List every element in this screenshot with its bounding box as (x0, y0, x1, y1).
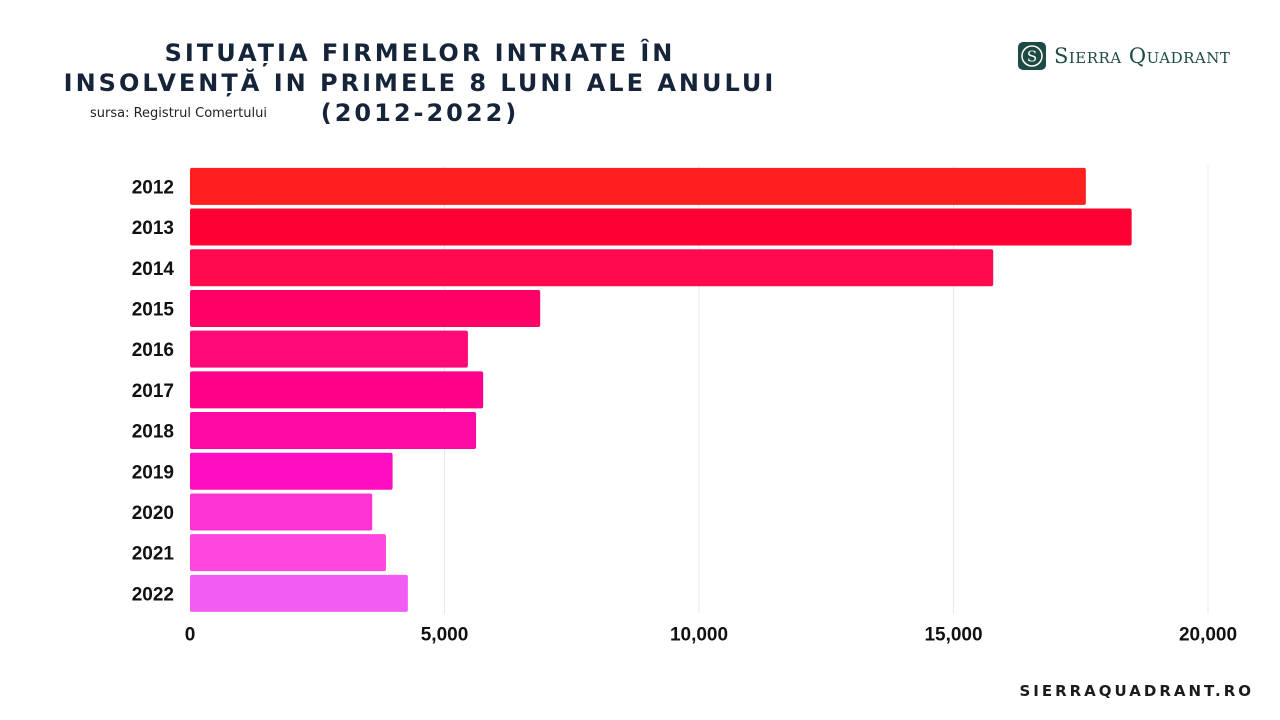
bar-2018 (190, 412, 477, 450)
x-tick-label: 15,000 (924, 625, 982, 646)
category-label: 2016 (132, 340, 174, 361)
x-tick-label: 0 (185, 625, 196, 646)
bar-2017 (190, 371, 484, 409)
category-label: 2014 (132, 259, 175, 280)
category-label: 2012 (132, 177, 174, 198)
bar-2016 (190, 330, 468, 368)
bar-2013 (190, 208, 1132, 246)
bar-2014 (190, 249, 994, 287)
bar-2015 (190, 289, 541, 327)
bars (190, 167, 1132, 612)
logo-text: Sierra Quadrant (1054, 44, 1231, 68)
source-note: sursa: Registrul Comertului (90, 106, 267, 121)
category-label: 2019 (132, 462, 174, 483)
category-label: 2020 (132, 503, 174, 524)
x-tick-label: 20,000 (1179, 625, 1237, 646)
logo-letter: S (1027, 48, 1037, 66)
category-labels: 2012 2013 2014 2015 2016 2017 2018 2019 2020 2021… (132, 177, 175, 605)
logo-icon: S (1018, 42, 1046, 70)
category-label: 2021 (132, 544, 175, 565)
footer-website: SIERRAQUADRANT.RO (1019, 682, 1254, 700)
x-tick-label: 10,000 (670, 625, 728, 646)
category-label: 2017 (132, 381, 174, 402)
category-label: 2013 (132, 218, 174, 239)
bar-2012 (190, 167, 1086, 205)
brand-logo: S Sierra Quadrant (1018, 40, 1230, 72)
chart-title: SITUAȚIA FIRMELOR INTRATE ÎN INSOLVENȚĂ … (63, 39, 777, 127)
bar-2019 (190, 452, 393, 490)
category-label: 2022 (132, 584, 174, 605)
bar-2020 (190, 493, 373, 531)
x-axis-tick-labels: 0 5,000 10,000 15,000 20,000 (185, 625, 1237, 646)
x-tick-label: 5,000 (421, 625, 469, 646)
category-label: 2015 (132, 299, 175, 320)
bar-2021 (190, 534, 386, 572)
category-label: 2018 (132, 422, 174, 443)
bar-2022 (190, 574, 408, 612)
